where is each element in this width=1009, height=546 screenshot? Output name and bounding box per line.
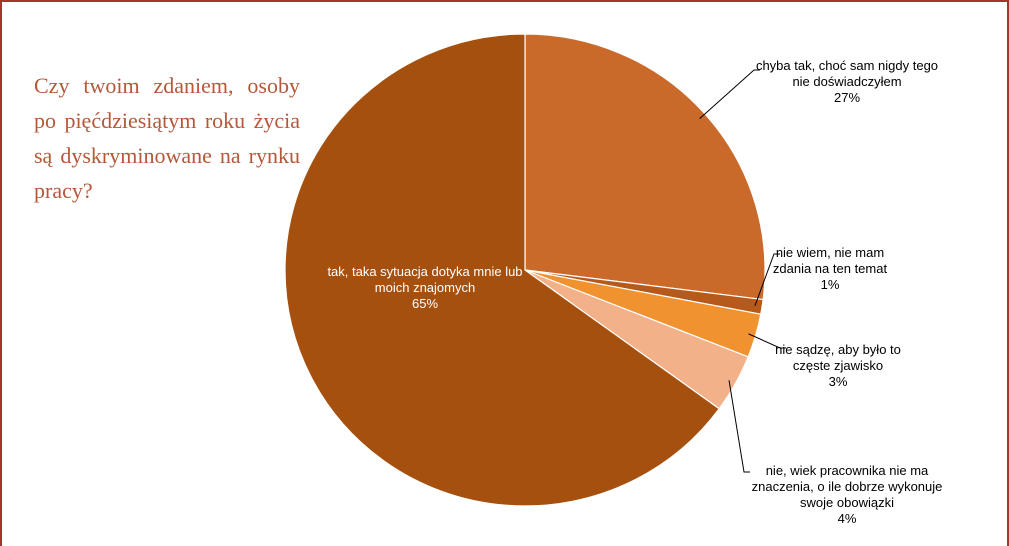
value-label: 65% xyxy=(411,296,439,311)
data-label: nie, wiek pracownika nie ma znaczenia, o… xyxy=(742,463,952,527)
category-label: nie wiem, nie mam zdania na ten temat xyxy=(772,245,888,276)
category-label: nie, wiek pracownika nie ma znaczenia, o… xyxy=(751,463,943,510)
value-label: 27% xyxy=(833,90,861,105)
category-label: nie sądzę, aby było to częste zjawisko xyxy=(775,342,901,373)
data-label: tak, taka sytuacja dotyka mnie lub moich… xyxy=(320,264,530,312)
chart-title: Czy twoim zdaniem, osoby po pięćdziesiąt… xyxy=(34,73,300,203)
leader-line xyxy=(748,333,786,349)
value-label: 1% xyxy=(820,277,840,292)
data-label: nie sądzę, aby było to częste zjawisko 3% xyxy=(763,342,913,390)
category-label: tak, taka sytuacja dotyka mnie lub moich… xyxy=(327,264,523,295)
value-label: 3% xyxy=(828,374,848,389)
leader-line xyxy=(754,253,780,306)
value-label: 4% xyxy=(837,511,857,526)
data-label: chyba tak, choć sam nigdy tego nie doświ… xyxy=(747,58,947,106)
pie-slice xyxy=(524,33,766,301)
category-label: chyba tak, choć sam nigdy tego nie doświ… xyxy=(755,58,939,89)
leader-line xyxy=(699,69,760,119)
leader-line xyxy=(728,380,750,473)
data-label: nie wiem, nie mam zdania na ten temat 1% xyxy=(765,245,895,293)
pie-slice xyxy=(284,33,721,507)
